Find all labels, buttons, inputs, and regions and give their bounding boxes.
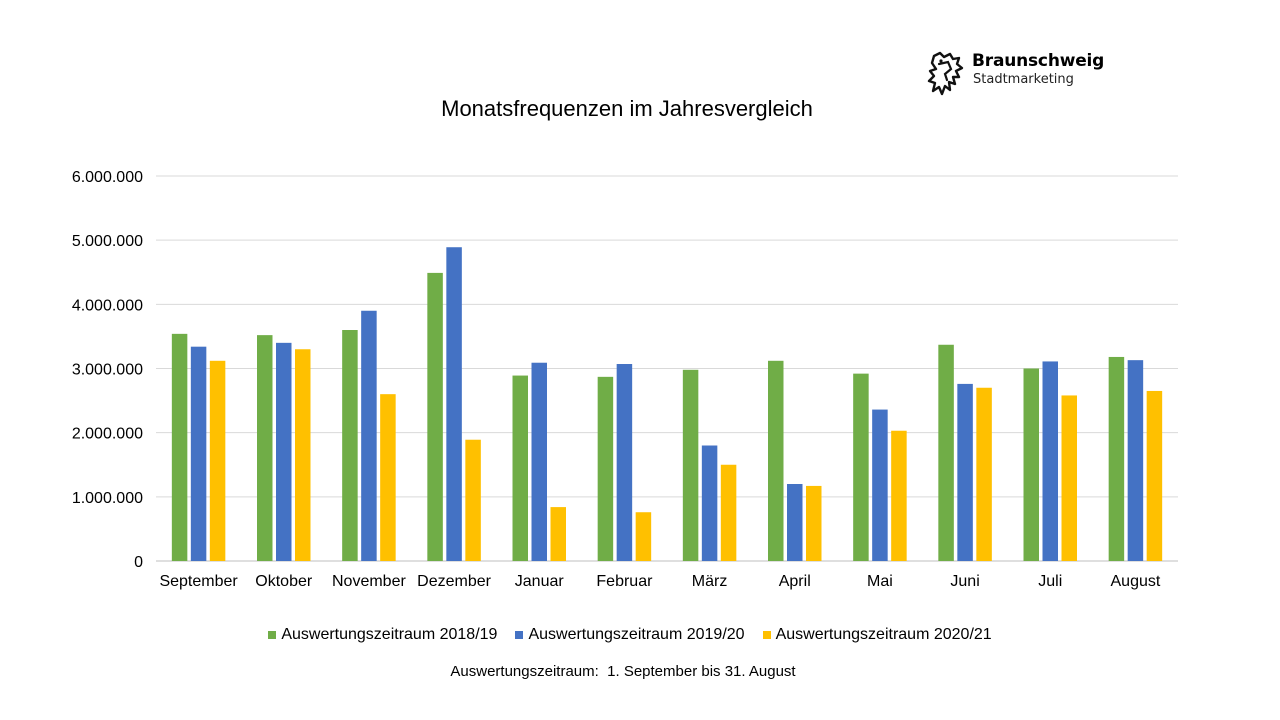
gridlines	[156, 175, 1178, 562]
y-axis-ticks: 0 1.000.000 2.000.000 3.000.000 4.000.000 5.0…	[72, 169, 143, 571]
bar-2-april	[787, 484, 803, 561]
bar-3-januar	[550, 507, 566, 561]
bar-1-januar	[512, 375, 528, 561]
brand-subtitle: Stadtmarketing	[973, 72, 1074, 87]
x-tick-label: Januar	[515, 573, 565, 590]
bar-1-juni	[938, 344, 954, 561]
y-tick-label: 5.000.000	[72, 233, 143, 250]
x-axis-ticks: September Oktober November Dezember Januar Fe…	[159, 573, 1160, 590]
chart-title: Monatsfrequenzen im Jahresvergleich	[441, 96, 813, 121]
x-tick-label: Oktober	[255, 573, 313, 590]
legend-item: Auswertungszeitraum 2020/21	[762, 626, 992, 644]
x-tick-label: November	[332, 573, 406, 590]
legend-swatch	[268, 631, 277, 639]
bar-1-november	[342, 330, 358, 561]
y-tick-label: 3.000.000	[72, 362, 143, 379]
bar-3-oktober	[295, 349, 311, 561]
bar-2-februar	[616, 364, 633, 561]
bar-1-juli	[1023, 368, 1039, 561]
bar-2-juni	[957, 383, 973, 561]
bars	[171, 247, 1163, 561]
legend-swatch	[515, 631, 524, 639]
x-tick-label: März	[692, 573, 728, 590]
bar-3-mai	[891, 430, 907, 561]
bar-chart: 0 1.000.000 2.000.000 3.000.000 4.000.000 5.0…	[72, 169, 1178, 590]
bar-1-märz	[682, 369, 699, 561]
legend-label: Auswertungszeitraum 2018/19	[281, 626, 498, 643]
legend-label: Auswertungszeitraum 2019/20	[528, 626, 745, 643]
bar-2-juli	[1042, 361, 1058, 561]
x-tick-label: Februar	[596, 573, 653, 590]
bar-2-märz	[701, 445, 718, 561]
bar-3-märz	[720, 464, 737, 561]
bar-1-dezember	[427, 272, 443, 561]
bar-2-september	[190, 346, 207, 561]
legend-swatch	[762, 631, 771, 639]
y-tick-label: 6.000.000	[72, 169, 143, 186]
y-tick-label: 1.000.000	[72, 490, 143, 507]
x-tick-label: Juli	[1038, 573, 1062, 590]
y-tick-label: 0	[134, 554, 143, 571]
y-tick-label: 4.000.000	[72, 297, 143, 314]
bar-3-april	[806, 485, 822, 561]
bar-2-oktober	[276, 342, 292, 561]
legend-item: Auswertungszeitraum 2019/20	[515, 626, 745, 644]
footnote: Auswertungszeitraum: 1. September bis 31…	[450, 663, 796, 680]
bar-1-februar	[597, 376, 614, 561]
x-tick-label: Dezember	[417, 573, 491, 590]
bar-1-august	[1108, 356, 1125, 561]
bar-2-november	[361, 310, 377, 561]
bar-1-oktober	[257, 335, 273, 561]
bar-2-dezember	[446, 247, 462, 561]
bar-3-juni	[976, 387, 992, 561]
lion-emblem-icon	[927, 51, 964, 96]
legend-item: Auswertungszeitraum 2018/19	[268, 626, 497, 644]
x-tick-label: Mai	[867, 573, 893, 590]
bar-1-mai	[853, 373, 869, 561]
legend-label: Auswertungszeitraum 2020/21	[775, 626, 992, 643]
bar-3-juli	[1061, 395, 1077, 561]
bar-3-februar	[635, 512, 652, 561]
y-tick-label: 2.000.000	[72, 426, 143, 443]
bar-2-mai	[872, 409, 888, 561]
x-tick-label: April	[779, 573, 811, 590]
x-tick-label: September	[159, 573, 238, 590]
brand-name: Braunschweig	[972, 51, 1105, 71]
bar-3-dezember	[465, 439, 481, 561]
braunschweig-logo: Braunschweig Stadtmarketing	[926, 50, 1126, 102]
bar-2-august	[1127, 360, 1144, 561]
bar-1-september	[171, 333, 188, 561]
x-tick-label: August	[1111, 573, 1161, 590]
bar-3-august	[1146, 390, 1163, 561]
chart-legend: Auswertungszeitraum 2018/19 Auswertungsze…	[0, 626, 1260, 644]
x-tick-label: Juni	[950, 573, 979, 590]
bar-1-april	[768, 360, 784, 561]
bar-3-november	[380, 394, 396, 561]
bar-3-september	[209, 360, 226, 561]
bar-2-januar	[531, 362, 547, 561]
